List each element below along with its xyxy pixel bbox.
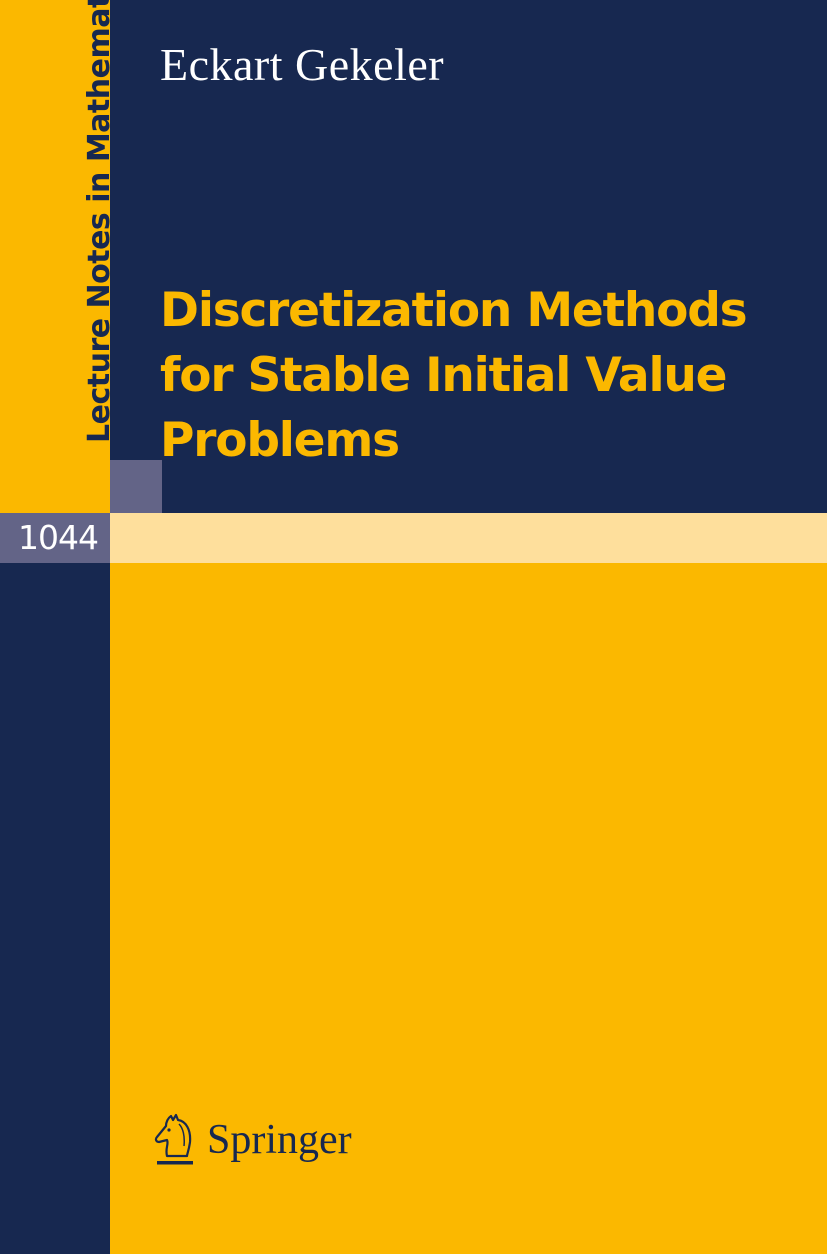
decorative-square [110,460,162,513]
title-line: Problems [160,413,400,468]
knight-chess-piece-icon [154,1113,193,1165]
publisher-logo: Springer [153,1112,352,1168]
spine-volume-band [0,513,110,563]
book-title: Discretization Methods for Stable Initia… [160,278,748,473]
author-name: Eckart Gekeler [160,39,445,90]
title-line: Discretization Methods [160,283,748,338]
spine-top-panel [0,0,110,513]
title-panel [110,0,827,513]
publisher-name: Springer [207,1117,352,1163]
spine-bottom-panel [0,563,110,1254]
series-name: Lecture Notes in Mathematics [82,0,117,443]
volume-number: 1044 [18,518,99,557]
cover-band [110,513,827,563]
title-line: for Stable Initial Value [160,348,727,403]
cover-bottom-panel [110,563,827,1254]
